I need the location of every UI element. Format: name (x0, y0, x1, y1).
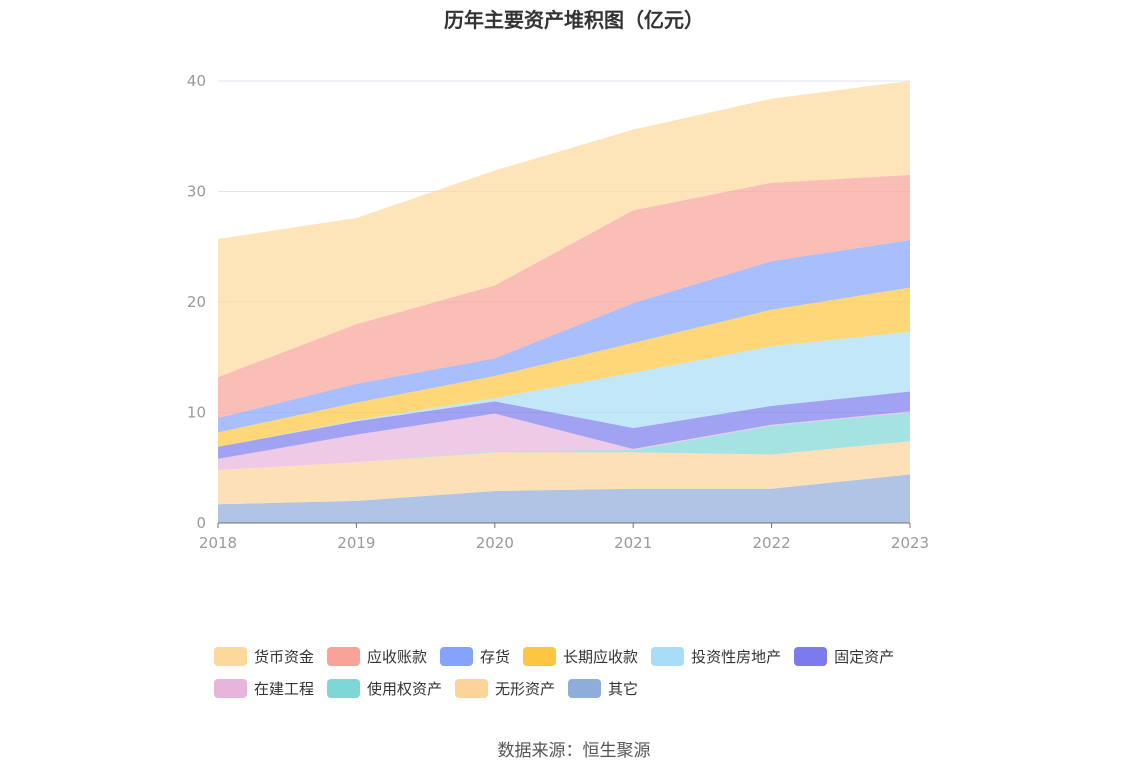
legend-item[interactable]: 投资性房地产 (651, 646, 781, 667)
legend-swatch (327, 646, 361, 666)
legend-label: 固定资产 (834, 647, 895, 666)
legend-swatch (794, 646, 828, 666)
area-series-应收账款[interactable] (218, 174, 910, 418)
x-tick-label: 2021 (614, 534, 652, 552)
area-series-其它[interactable] (218, 474, 910, 523)
x-tick-label: 2019 (337, 534, 375, 552)
area-series-在建工程[interactable] (218, 411, 910, 470)
x-tick-label: 2018 (199, 534, 237, 552)
data-source-note: 数据来源：恒生聚源 (497, 741, 651, 761)
legend-label: 无形资产 (495, 679, 556, 698)
legend-swatch (568, 678, 602, 698)
y-tick-label: 10 (187, 404, 206, 422)
legend-swatch (523, 646, 557, 666)
legend-item[interactable]: 在建工程 (214, 678, 314, 699)
area-series-无形资产[interactable] (218, 441, 910, 505)
y-tick-label: 0 (196, 514, 206, 532)
area-series-使用权资产[interactable] (218, 412, 910, 471)
legend-label: 其它 (608, 679, 639, 698)
legend-item[interactable]: 其它 (568, 678, 638, 699)
legend-label: 长期应收款 (563, 647, 639, 666)
x-tick-label: 2022 (753, 534, 791, 552)
legend-item[interactable]: 应收账款 (327, 646, 427, 667)
legend-item[interactable]: 使用权资产 (327, 678, 442, 699)
y-tick-label: 20 (187, 293, 206, 311)
y-tick-label: 30 (187, 183, 206, 201)
legend-label: 应收账款 (367, 647, 428, 666)
legend-item[interactable]: 存货 (440, 646, 510, 667)
x-tick-label: 2023 (891, 534, 929, 552)
legend-item[interactable]: 长期应收款 (523, 646, 638, 667)
area-series-存货[interactable] (218, 240, 910, 433)
legend-label: 在建工程 (254, 679, 315, 698)
legend-swatch (214, 678, 247, 698)
chart-title: 历年主要资产堆积图（亿元） (444, 8, 704, 32)
legend-label: 投资性房地产 (691, 647, 782, 666)
legend: 货币资金 应收账款 存货 长期应收款 投资性房地产 固定资产在建工程 使用权资产 无形资产 其它 (214, 640, 954, 704)
legend-row: 货币资金 应收账款 存货 长期应收款 投资性房地产 固定资产 (214, 640, 954, 672)
area-series-投资性房地产[interactable] (218, 331, 910, 447)
area-series-长期应收款[interactable] (218, 287, 910, 447)
legend-item[interactable]: 无形资产 (455, 678, 555, 699)
legend-item[interactable]: 货币资金 (214, 646, 314, 667)
y-tick-label: 40 (187, 72, 206, 90)
area-series-货币资金[interactable] (218, 81, 910, 378)
chart-plot: 0 10 20 30 40 2018 2019 2020 2021 2022 2023 (187, 72, 929, 552)
legend-label: 使用权资产 (367, 679, 443, 698)
legend-swatch (455, 678, 489, 698)
area-series-固定资产[interactable] (218, 391, 910, 459)
legend-swatch (440, 646, 474, 666)
x-tick-label: 2020 (476, 534, 514, 552)
legend-label: 货币资金 (254, 647, 315, 666)
legend-swatch (214, 646, 247, 666)
legend-swatch (327, 678, 361, 698)
legend-swatch (651, 646, 685, 666)
axes: 0 10 20 30 40 2018 2019 2020 2021 2022 2023 (187, 72, 929, 552)
legend-label: 存货 (480, 647, 511, 666)
legend-row: 在建工程 使用权资产 无形资产 其它 (214, 672, 954, 704)
legend-item[interactable]: 固定资产 (794, 646, 894, 667)
stacked-areas (218, 81, 910, 523)
